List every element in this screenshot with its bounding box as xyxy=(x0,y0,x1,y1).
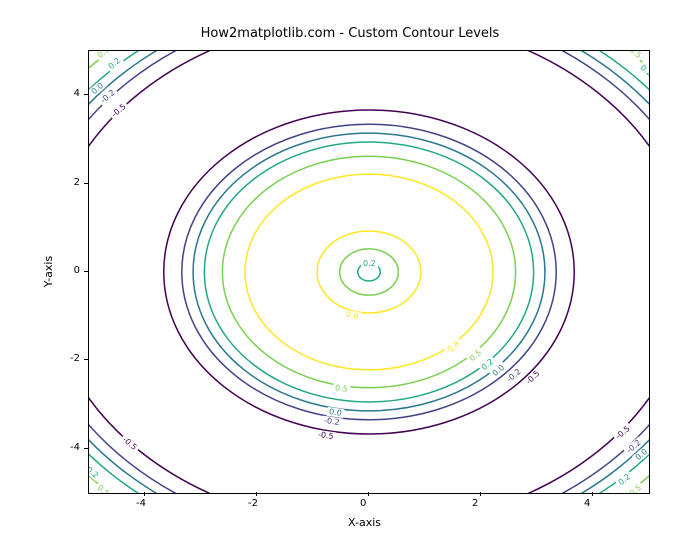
y-tick-label: -2 xyxy=(70,353,80,364)
contour-inline-label: 0.2 xyxy=(478,355,497,373)
contour-inline-label: 0.0 xyxy=(327,406,345,417)
contour-inline-label: -0.5 xyxy=(108,100,129,119)
contour-inline-label: -0.5 xyxy=(523,367,543,387)
chart-title: How2matplotlib.com - Custom Contour Leve… xyxy=(0,26,700,41)
x-tick-label: 0 xyxy=(360,498,366,509)
contour-inline-label: 0.2 xyxy=(637,62,650,80)
y-tick xyxy=(84,183,88,184)
x-tick xyxy=(592,492,593,496)
contour-inline-label: -0.5 xyxy=(612,423,633,442)
contour-inline-label: 0.2 xyxy=(88,464,101,482)
x-axis-label: X-axis xyxy=(348,516,381,529)
y-tick xyxy=(84,448,88,449)
contour-inline-label: -0.2 xyxy=(321,416,342,428)
contour-inline-label: 0.5 xyxy=(332,383,350,394)
contour-inline-label: 0.5 xyxy=(626,50,645,62)
y-tick-label: 2 xyxy=(74,177,80,188)
contour-labels-layer: 0.20.80.80.50.50.20.00.0-0.2-0.2-0.5-0.5… xyxy=(89,51,649,493)
contour-inline-label: 0.2 xyxy=(361,259,378,268)
x-tick xyxy=(256,492,257,496)
x-tick-label: 4 xyxy=(584,498,590,509)
contour-inline-label: -0.5 xyxy=(120,434,141,453)
contour-inline-label: 0.0 xyxy=(88,79,107,97)
y-tick xyxy=(84,94,88,95)
contour-inline-label: 0.2 xyxy=(105,55,124,73)
contour-inline-label: 0.5 xyxy=(466,347,485,365)
contour-inline-label: 0.5 xyxy=(626,481,645,494)
y-tick xyxy=(84,359,88,360)
y-tick-label: 0 xyxy=(74,265,80,276)
x-tick xyxy=(368,492,369,496)
plot-area: 0.20.80.80.50.50.20.00.0-0.2-0.2-0.5-0.5… xyxy=(88,50,650,494)
y-tick-label: 4 xyxy=(74,88,80,99)
x-tick xyxy=(480,492,481,496)
contour-inline-label: 0.5 xyxy=(94,50,113,62)
contour-inline-label: 0.0 xyxy=(632,446,650,464)
contour-inline-label: 0.5 xyxy=(94,481,113,494)
x-tick-label: 2 xyxy=(472,498,478,509)
y-tick xyxy=(84,271,88,272)
contour-inline-label: -0.5 xyxy=(316,429,337,441)
contour-inline-label: 0.8 xyxy=(444,338,463,356)
contour-inline-label: 0.8 xyxy=(344,310,362,322)
contour-inline-label: 0.0 xyxy=(489,362,508,380)
contour-inline-label: 0.2 xyxy=(615,470,634,488)
contour-inline-label: -0.2 xyxy=(503,366,524,385)
contour-inline-label: -0.2 xyxy=(97,87,118,106)
figure: How2matplotlib.com - Custom Contour Leve… xyxy=(0,0,700,560)
x-tick-label: -4 xyxy=(136,498,146,509)
y-axis-label: Y-axis xyxy=(42,256,55,287)
x-tick-label: -2 xyxy=(248,498,258,509)
y-tick-label: -4 xyxy=(70,442,80,453)
x-tick xyxy=(144,492,145,496)
contour-inline-label: -0.2 xyxy=(624,436,645,455)
